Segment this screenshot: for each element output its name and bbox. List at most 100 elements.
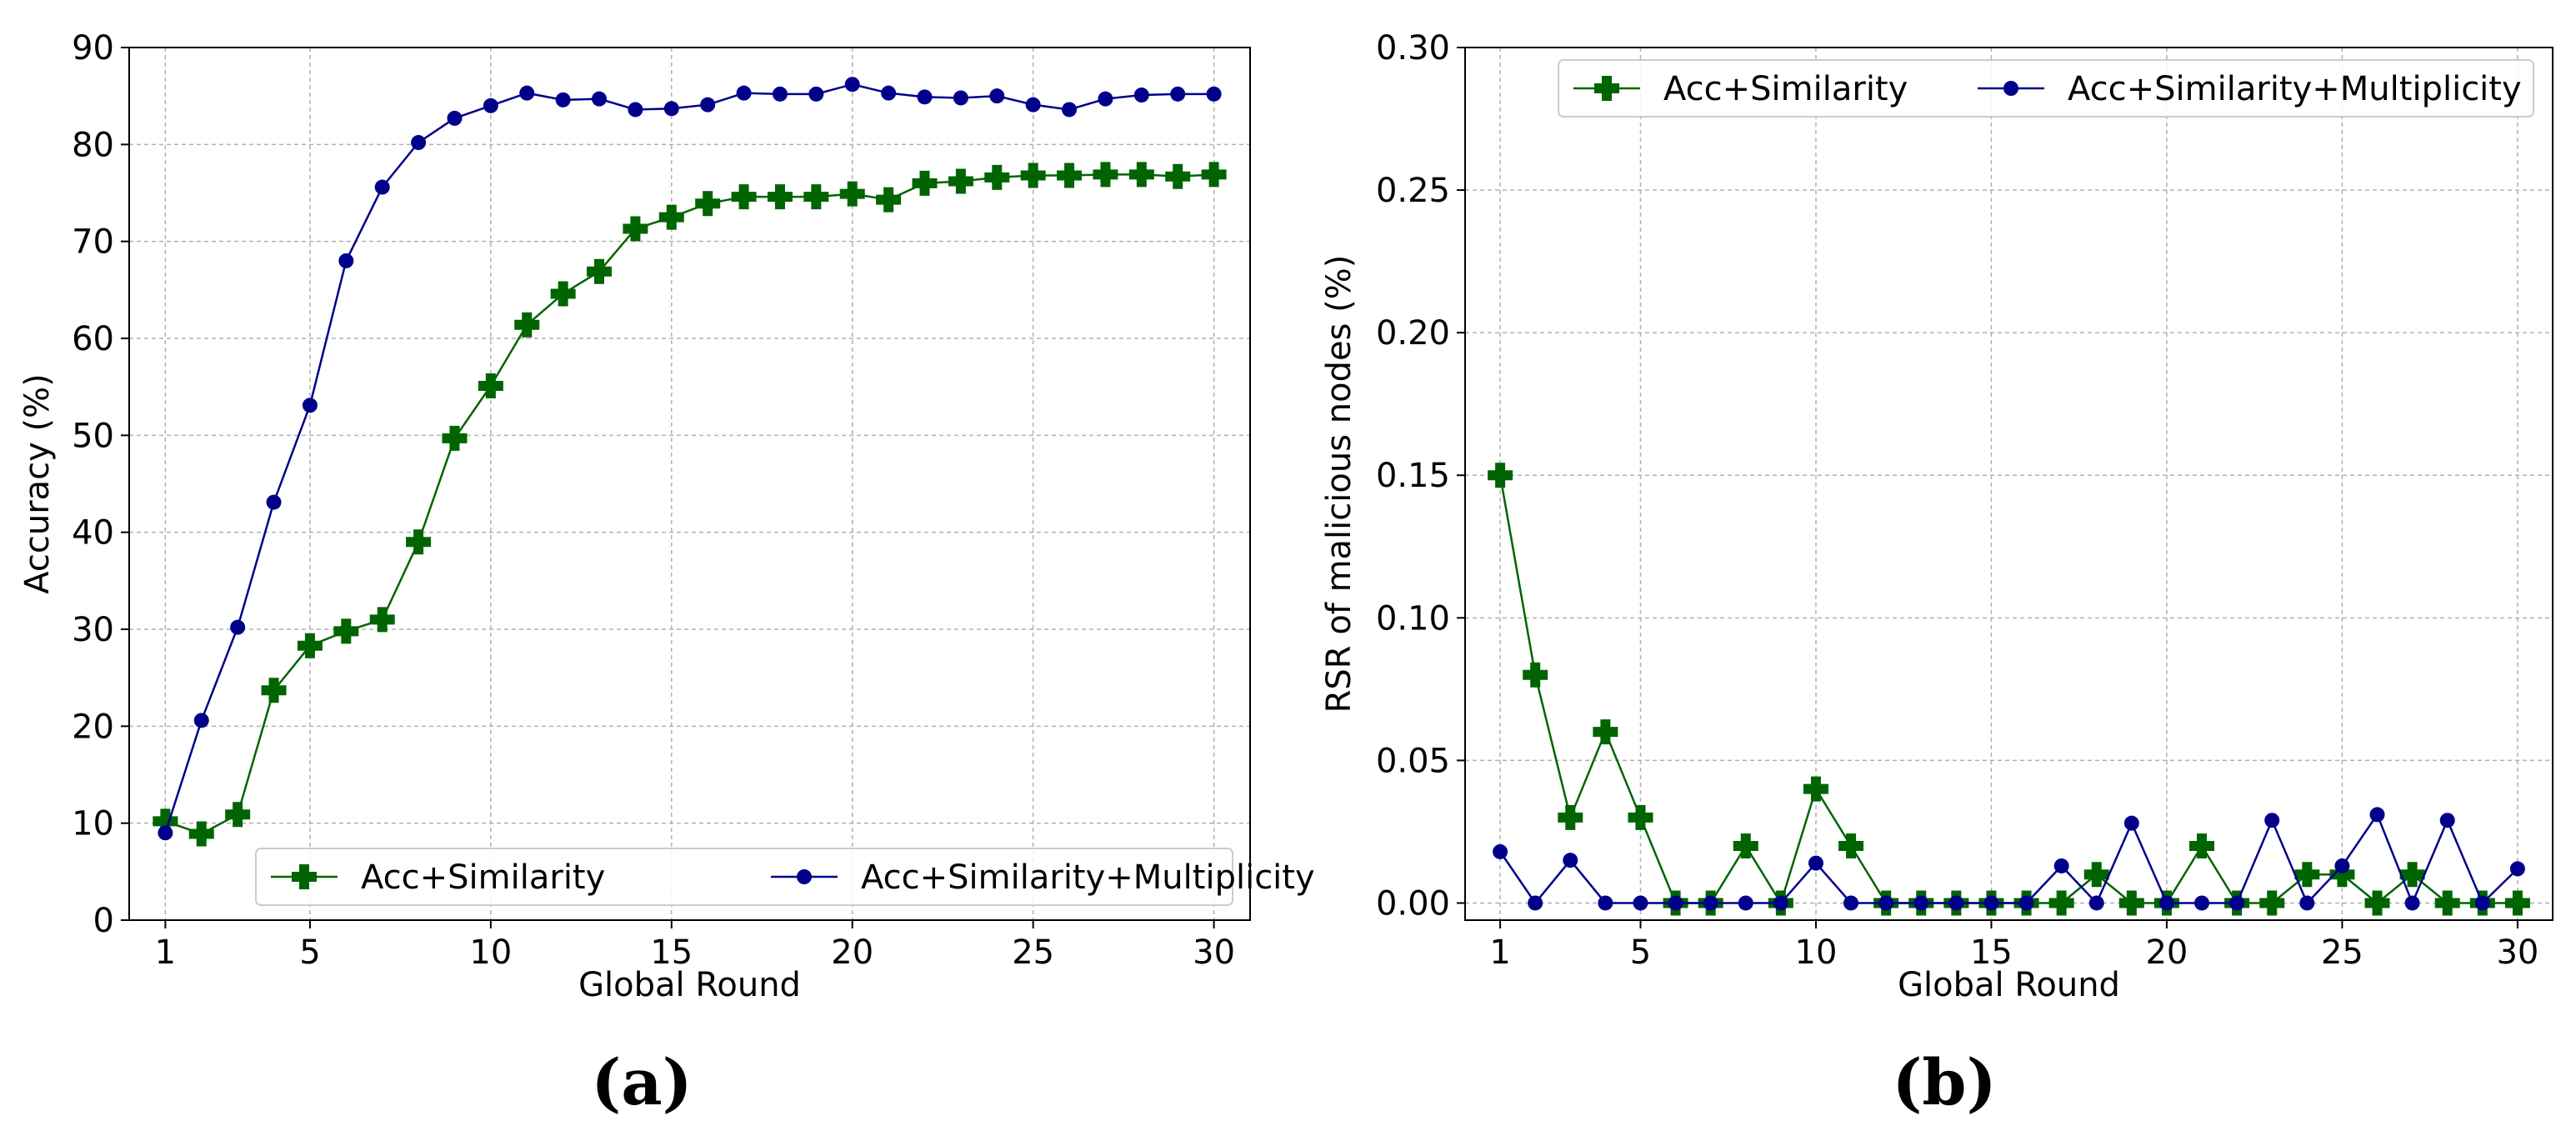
y-tick-label: 50	[72, 417, 114, 455]
data-point	[1773, 895, 1788, 911]
data-point	[772, 86, 788, 102]
panel-label: (a)	[591, 1045, 692, 1119]
data-point	[550, 281, 576, 307]
y-tick-label: 40	[72, 514, 114, 553]
data-point	[1528, 895, 1543, 911]
data-point	[2369, 807, 2385, 823]
data-point	[225, 802, 251, 828]
data-point	[1628, 804, 1653, 830]
data-point	[1668, 895, 1683, 911]
data-point	[695, 191, 721, 217]
legend-label: Acc+Similarity	[1663, 70, 1908, 108]
y-tick-label: 0	[93, 902, 114, 940]
y-tick-label: 0.10	[1376, 599, 1450, 638]
y-tick-label: 0.15	[1376, 457, 1450, 495]
legend: Acc+Similarity Acc+Similarity+Multiplicit…	[1558, 59, 2534, 118]
legend-marker	[797, 869, 812, 884]
y-axis-label: RSR of malicious nodes (%)	[1320, 255, 1358, 713]
data-point	[1170, 86, 1186, 102]
series-line	[1499, 812, 2518, 906]
data-point	[1558, 804, 1583, 830]
data-point	[989, 88, 1005, 104]
data-point	[2399, 862, 2425, 888]
x-tick-label: 5	[299, 933, 320, 972]
data-point	[2158, 895, 2174, 911]
data-point	[374, 179, 390, 195]
data-point	[1025, 97, 1041, 113]
x-tick-label: 15	[1970, 933, 2013, 972]
data-point	[844, 77, 860, 93]
data-point	[2118, 890, 2144, 916]
panel-label: (b)	[1892, 1045, 1996, 1119]
data-point	[2083, 862, 2109, 888]
data-point	[839, 181, 865, 207]
data-point	[2229, 895, 2245, 911]
data-point	[302, 398, 318, 413]
data-point	[1983, 895, 1999, 911]
data-point	[519, 85, 535, 101]
data-point	[2194, 895, 2210, 911]
data-point	[188, 821, 214, 847]
data-point	[663, 101, 679, 117]
data-point	[592, 91, 608, 107]
legend-marker	[1594, 76, 1619, 101]
legend: Acc+Similarity Acc+Similarity+Multiplicit…	[255, 848, 1315, 906]
data-point	[2018, 895, 2034, 911]
data-point	[2259, 890, 2285, 916]
data-point	[1878, 895, 1894, 911]
x-axis-label: Global Round	[1898, 966, 2120, 1004]
data-point	[555, 92, 571, 108]
data-point	[1948, 895, 1964, 911]
legend-label: Acc+Similarity+Multiplicity	[2068, 70, 2522, 108]
data-point	[1803, 776, 1828, 802]
x-tick-label: 20	[2145, 933, 2188, 972]
data-point	[1093, 162, 1118, 188]
x-tick-label: 15	[650, 933, 693, 972]
y-tick-label: 0.20	[1376, 314, 1450, 353]
data-point	[2264, 813, 2280, 828]
data-point	[1488, 463, 1513, 488]
data-point	[1563, 853, 1578, 868]
y-tick-label: 0.30	[1376, 29, 1450, 68]
gridlines	[129, 47, 1250, 921]
data-point	[808, 86, 824, 102]
data-point	[266, 494, 282, 510]
data-point	[2434, 890, 2460, 916]
data-point	[193, 713, 209, 728]
data-point	[2294, 862, 2320, 888]
data-point	[1057, 163, 1083, 188]
data-point	[803, 184, 829, 210]
data-point	[2334, 858, 2350, 873]
data-point	[2088, 895, 2104, 911]
series-acc-similarity	[1488, 463, 2530, 916]
data-point	[478, 373, 503, 399]
data-point	[767, 184, 793, 210]
data-point	[1913, 895, 1929, 911]
data-point	[1598, 895, 1613, 911]
data-point	[1098, 91, 1113, 107]
y-tick-label: 80	[72, 126, 114, 164]
data-point	[700, 97, 716, 113]
x-axis-label: Global Round	[578, 966, 801, 1004]
x-tick-label: 10	[1795, 933, 1838, 972]
data-point	[2329, 862, 2355, 888]
data-point	[411, 135, 427, 151]
chart-panel-b: 1 5 10 15 20 25 300.000.050.100.150.200.250.30…	[1320, 29, 2553, 1119]
y-tick-label: 70	[72, 223, 114, 262]
data-point	[2509, 861, 2525, 877]
data-point	[1523, 662, 1548, 688]
x-tick-label: 25	[2321, 933, 2363, 972]
x-tick-label: 1	[1489, 933, 1510, 972]
data-point	[406, 529, 432, 555]
y-tick-label: 10	[72, 805, 114, 843]
data-point	[442, 425, 468, 451]
series-line	[1498, 475, 2518, 906]
data-point	[2123, 815, 2139, 831]
data-point	[1206, 86, 1222, 102]
data-point	[736, 85, 752, 101]
data-point	[153, 808, 178, 834]
data-point	[1633, 895, 1648, 911]
data-point	[628, 102, 643, 118]
series-line	[164, 83, 1214, 833]
